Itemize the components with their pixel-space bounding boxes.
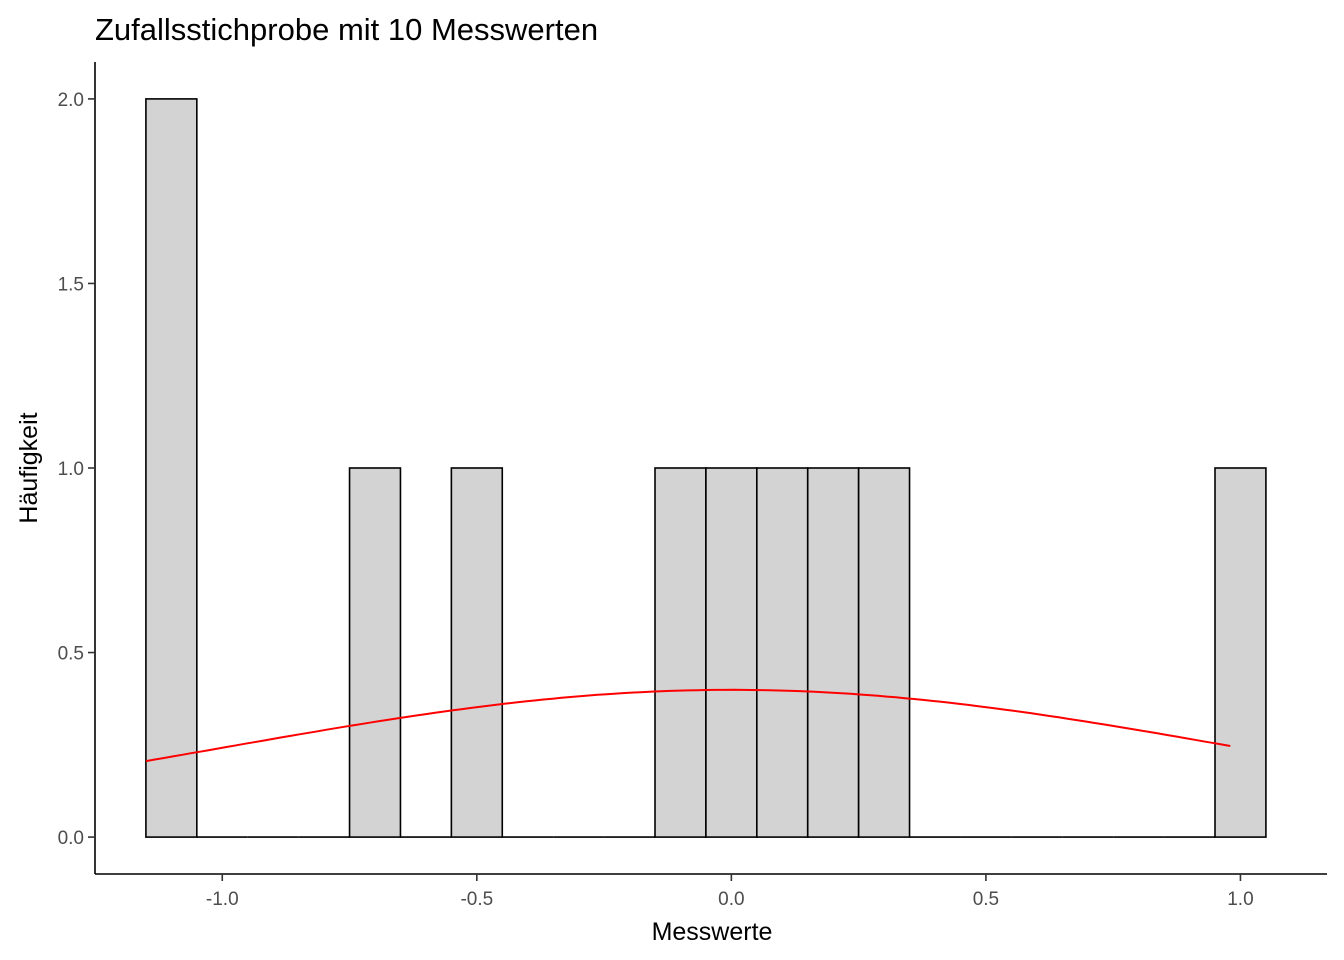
histogram-bar [857, 467, 911, 838]
histogram-bar [705, 467, 758, 838]
y-tick-label: 1.0 [58, 459, 84, 480]
histogram-bar [450, 467, 504, 838]
y-tick-label: 0.0 [58, 828, 84, 849]
x-tick-label: -1.0 [206, 889, 239, 910]
x-tick-label: 0.0 [718, 889, 744, 910]
chart-title: Zufallsstichprobe mit 10 Messwerten [95, 12, 598, 47]
histogram-bar [1214, 467, 1267, 838]
histogram-bars [145, 98, 1267, 838]
x-tick-label: 1.0 [1227, 889, 1253, 910]
y-tick-label: 1.5 [58, 274, 84, 295]
histogram-bar [348, 467, 402, 838]
x-axis-title: Messwerte [652, 918, 773, 946]
y-tick-label: 0.5 [58, 644, 84, 665]
y-axis-ticks: 0.0 0.5 1.0 1.5 2.0 [58, 90, 95, 849]
y-axis-title: Häufigkeit [15, 412, 43, 523]
x-tick-label: 0.5 [973, 889, 999, 910]
histogram-bar [756, 467, 809, 838]
density-curve [145, 688, 1231, 763]
y-tick-label: 2.0 [58, 90, 84, 111]
x-axis-ticks: -1.0 -0.5 0.0 0.5 1.0 [206, 874, 1254, 910]
x-tick-label: -0.5 [460, 889, 493, 910]
histogram-bar [145, 98, 198, 838]
histogram-bar [806, 467, 860, 838]
histogram-bar [654, 467, 707, 838]
